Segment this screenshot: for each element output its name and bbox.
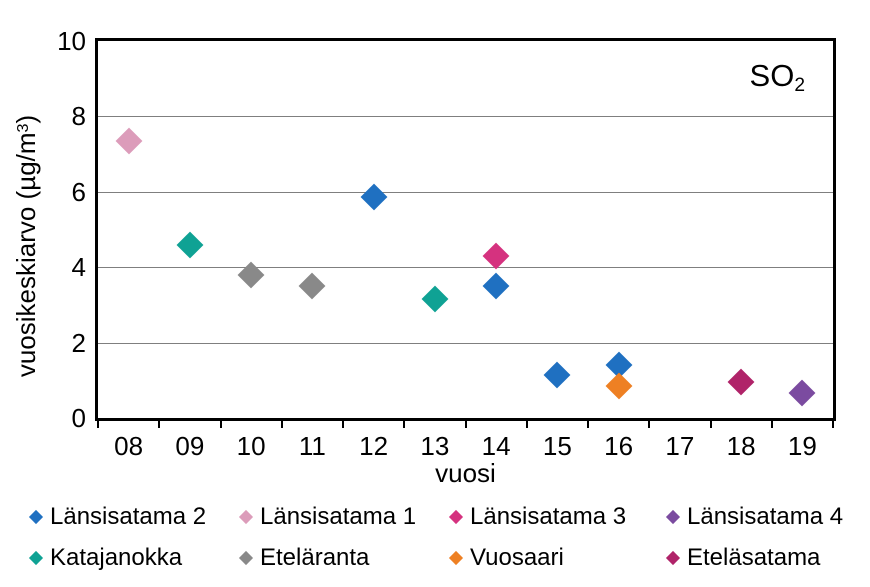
x-tick-mark (280, 421, 283, 428)
diamond-marker-icon (665, 550, 681, 566)
x-axis-tick-label: 17 (665, 431, 695, 461)
legend-item: Länsisatama 4 (665, 504, 843, 530)
data-point (727, 368, 755, 396)
diamond-marker-icon (665, 509, 681, 525)
diamond-marker-icon (28, 550, 44, 566)
data-point (115, 127, 143, 155)
x-axis-tick-label: 19 (787, 431, 817, 461)
legend-label: Länsisatama 2 (50, 503, 207, 530)
legend-item: Länsisatama 2 (28, 504, 206, 530)
x-tick-mark (219, 421, 222, 428)
x-tick-mark (158, 421, 161, 428)
plot-area: SO2 (95, 38, 836, 421)
diamond-marker-icon (28, 509, 44, 525)
legend-item: Eteläranta (238, 545, 369, 571)
diamond-marker-icon (238, 509, 254, 525)
x-axis-tick-label: 08 (114, 431, 144, 461)
data-point (421, 285, 449, 313)
x-tick-mark (832, 421, 834, 428)
gridline (98, 116, 833, 118)
legend-label: Länsisatama 3 (470, 503, 627, 530)
x-axis-tick-label: 15 (542, 431, 572, 461)
y-axis-tick-label: 8 (71, 101, 86, 132)
legend-item: Katajanokka (28, 545, 182, 571)
x-tick-mark (342, 421, 344, 428)
x-axis-tick-label: 16 (604, 431, 634, 461)
x-tick-mark (709, 421, 712, 428)
x-tick-mark (464, 421, 467, 428)
legend-label: Länsisatama 1 (260, 503, 417, 530)
diamond-marker-icon (238, 550, 254, 566)
y-axis-tick-label: 4 (71, 252, 86, 283)
y-axis-tick-label: 0 (71, 403, 86, 433)
diamond-marker-icon (448, 509, 464, 525)
x-tick-mark (403, 421, 406, 428)
legend-label: Eteläranta (260, 544, 370, 571)
diamond-marker-icon (448, 550, 464, 566)
y-axis-tick-label: 2 (71, 327, 86, 358)
legend-label: Eteläsatama (687, 544, 821, 571)
x-axis-tick-label: 14 (481, 431, 511, 461)
x-axis-tick-label: 10 (236, 431, 266, 461)
y-axis-tick-label: 6 (71, 176, 86, 207)
data-point (360, 184, 388, 211)
x-axis-tick-label: 11 (298, 431, 326, 461)
legend-label: Länsisatama 4 (687, 503, 844, 530)
x-axis-tick-label: 12 (359, 431, 389, 461)
data-point (788, 380, 816, 407)
x-tick-mark (770, 421, 773, 428)
data-point (298, 272, 326, 300)
x-axis-tick-label: 18 (726, 431, 756, 461)
gridline (98, 191, 833, 193)
gridline (98, 342, 833, 344)
legend-item: Länsisatama 3 (448, 504, 626, 530)
x-axis-title: vuosi (435, 458, 496, 488)
x-tick-mark (97, 421, 99, 428)
data-point (605, 372, 633, 400)
data-point (237, 261, 265, 289)
x-tick-mark (648, 421, 651, 428)
x-tick-mark (587, 421, 589, 428)
data-point (482, 242, 510, 270)
chart-title-so2: SO2 (749, 58, 805, 96)
x-tick-mark (525, 421, 528, 428)
x-axis-tick-label: 09 (175, 431, 205, 461)
y-axis-tick-label: 10 (57, 26, 86, 56)
x-axis-tick-label: 13 (420, 431, 450, 461)
legend-item: Eteläsatama (665, 545, 820, 571)
legend-label: Vuosaari (470, 544, 564, 571)
data-point (176, 231, 204, 259)
data-point (482, 272, 510, 300)
data-point (543, 361, 571, 389)
legend-label: Katajanokka (50, 544, 183, 571)
gridline (98, 267, 833, 269)
legend-item: Länsisatama 1 (238, 504, 416, 530)
legend-item: Vuosaari (448, 545, 564, 571)
